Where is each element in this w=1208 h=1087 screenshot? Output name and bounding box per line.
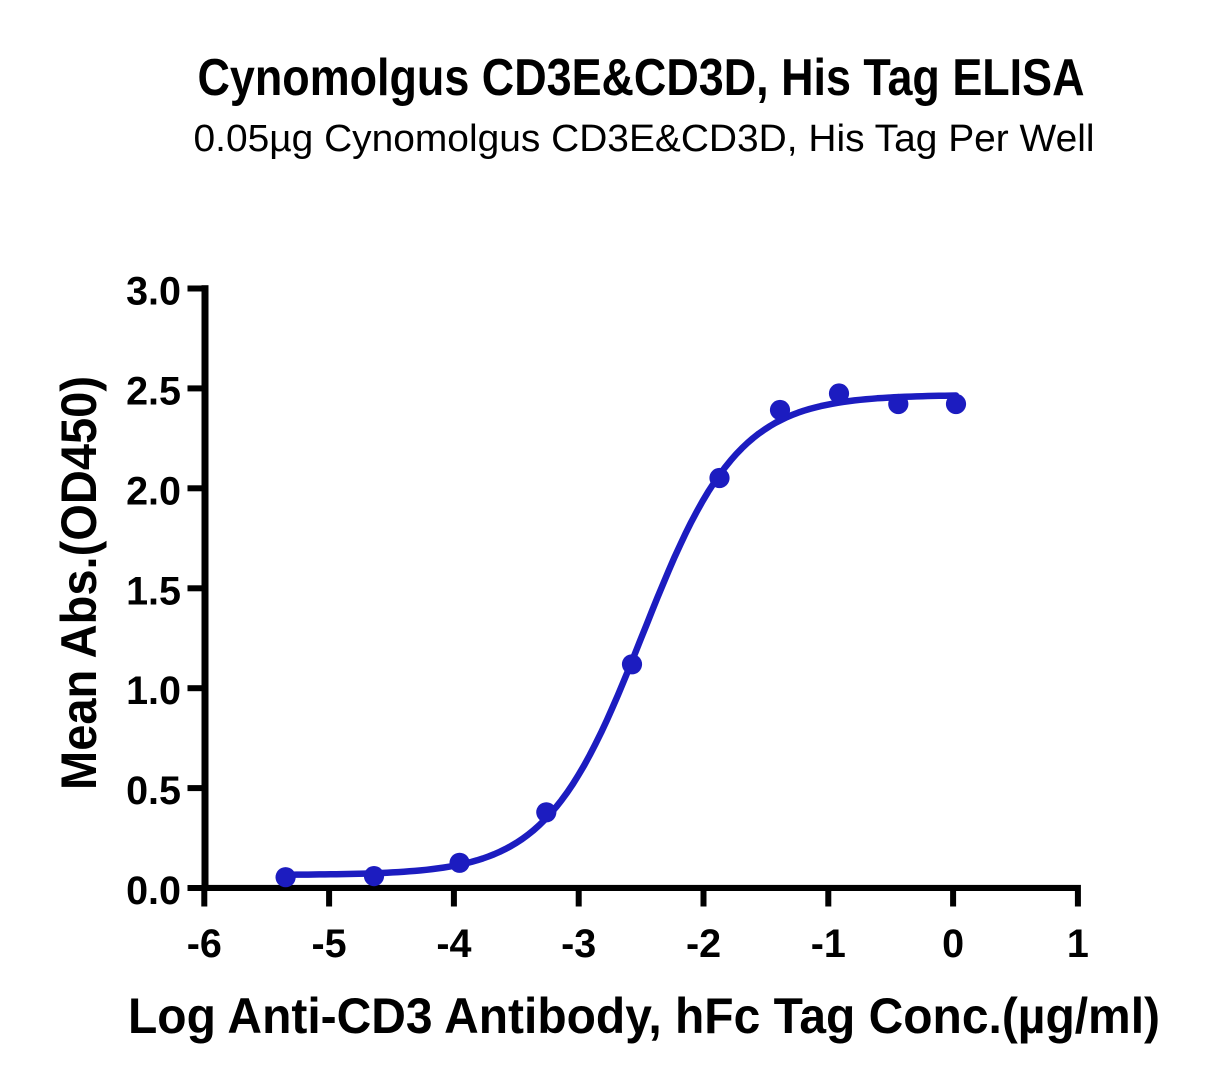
svg-text:0.05µg Cynomolgus CD3E&CD3D, H: 0.05µg Cynomolgus CD3E&CD3D, His Tag Per… — [194, 118, 1095, 160]
svg-text:1.5: 1.5 — [126, 569, 181, 613]
svg-text:-4: -4 — [436, 922, 471, 966]
svg-text:-5: -5 — [312, 922, 347, 966]
svg-text:2.5: 2.5 — [126, 369, 181, 413]
svg-text:0.0: 0.0 — [126, 869, 181, 913]
svg-text:-2: -2 — [686, 922, 721, 966]
svg-text:0: 0 — [942, 922, 964, 966]
svg-text:-3: -3 — [561, 922, 596, 966]
svg-text:-6: -6 — [187, 922, 222, 966]
svg-text:Log Anti-CD3 Antibody, hFc Tag: Log Anti-CD3 Antibody, hFc Tag Conc.(µg/… — [128, 988, 1160, 1044]
svg-text:2.0: 2.0 — [126, 469, 181, 513]
svg-text:3.0: 3.0 — [126, 270, 181, 314]
svg-text:0.5: 0.5 — [126, 769, 181, 813]
svg-text:Cynomolgus CD3E&CD3D, His Tag: Cynomolgus CD3E&CD3D, His Tag ELISA — [198, 49, 1085, 107]
svg-text:-1: -1 — [811, 922, 846, 966]
svg-text:1: 1 — [1067, 922, 1089, 966]
svg-text:1.0: 1.0 — [126, 669, 181, 713]
svg-text:Mean Abs.(OD450): Mean Abs.(OD450) — [51, 376, 107, 790]
